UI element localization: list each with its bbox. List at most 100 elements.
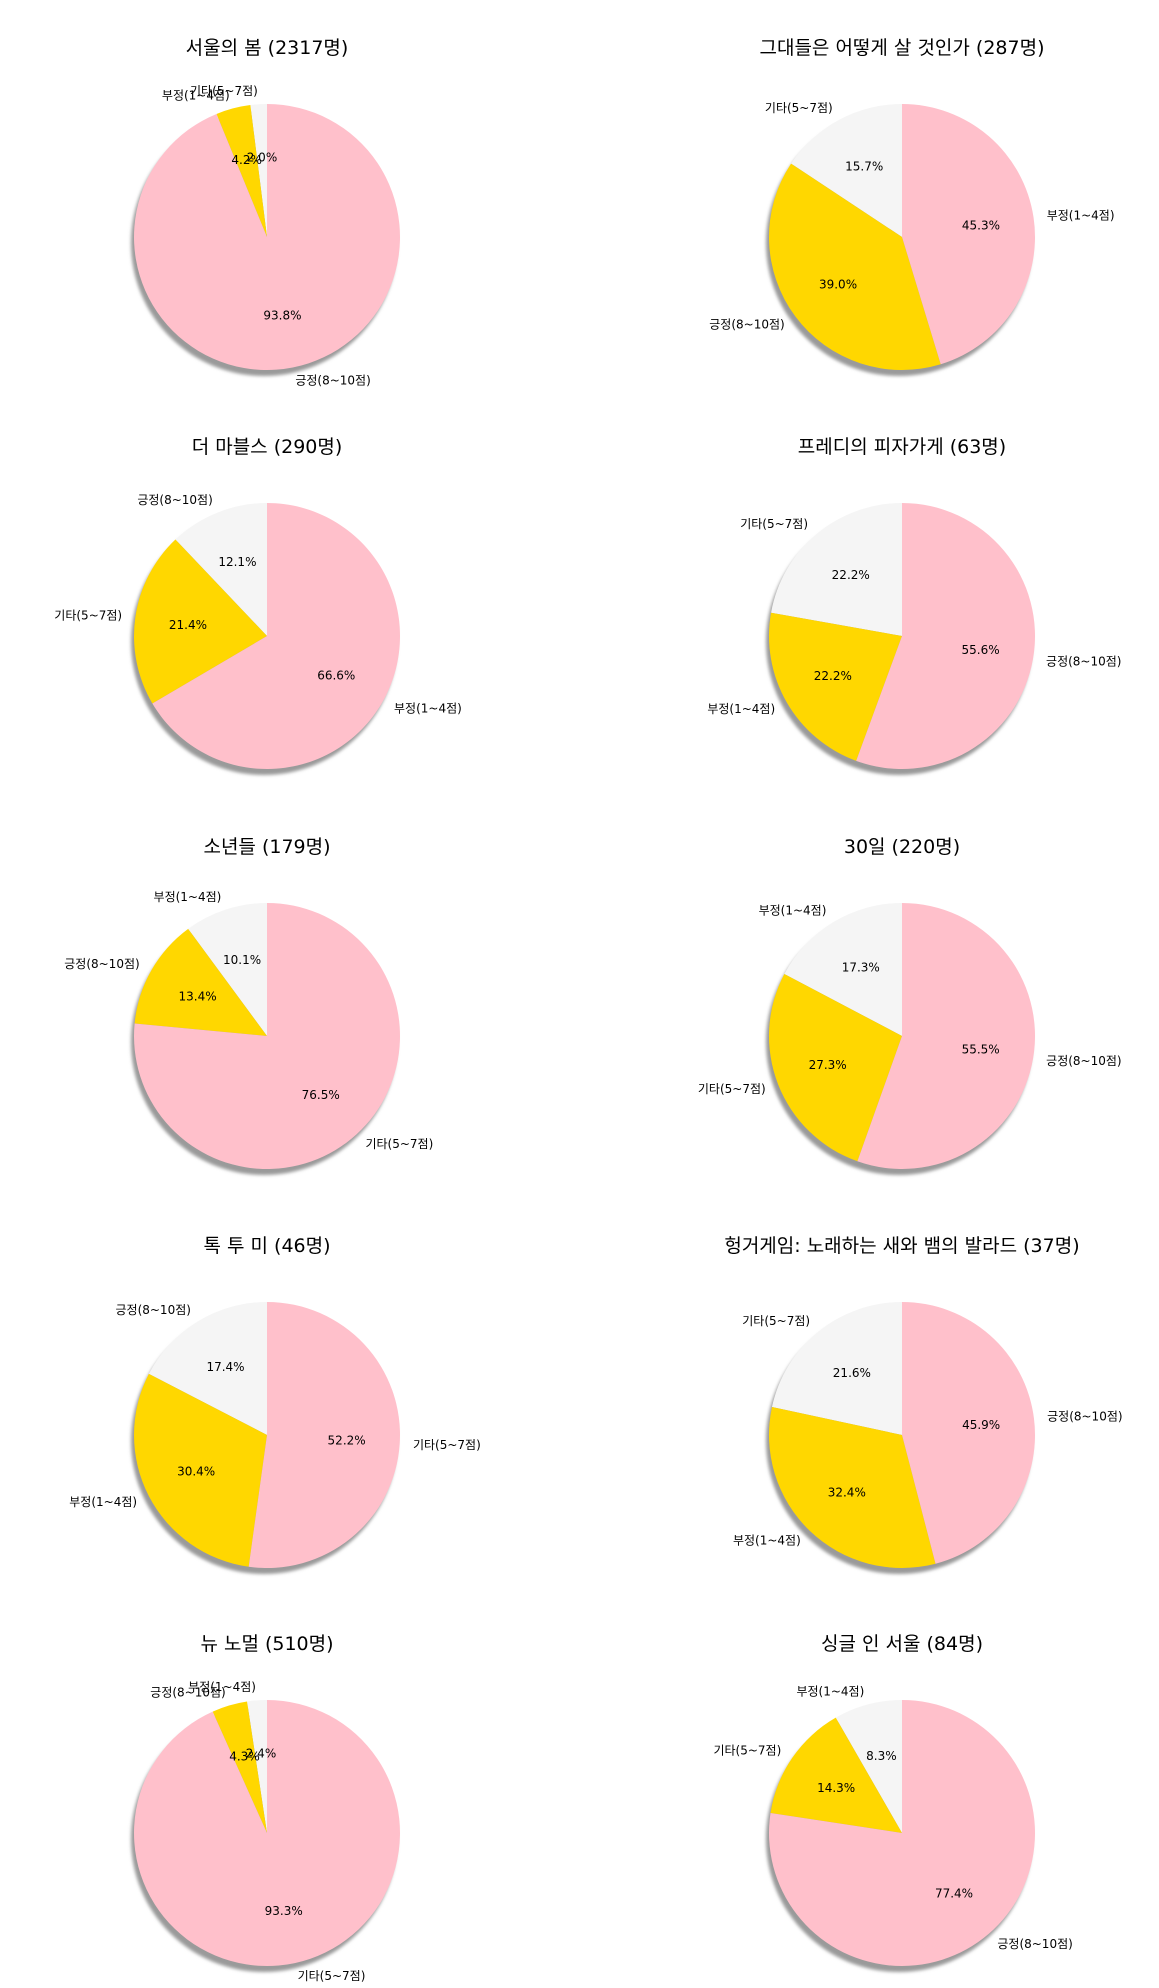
chart-title: 프레디의 피자가게 (63명): [798, 436, 1006, 458]
slice-percent-label: 77.4%: [935, 1887, 973, 1901]
slice-label: 긍정(8~10점): [150, 1686, 225, 1700]
chart-title: 소년들 (179명): [203, 836, 330, 858]
slice-label: 부정(1~4점): [154, 890, 222, 904]
pie-chart-2: 그대들은 어떻게 살 것인가 (287명) 기타(5~7점) 긍정(8~10점) 부정…: [709, 37, 1115, 376]
slice-label: 부정(1~4점): [69, 1495, 137, 1509]
chart-title: 뉴 노멀 (510명): [200, 1633, 333, 1655]
slice-label: 긍정(8~10점): [115, 1303, 190, 1317]
pie-slice: [769, 163, 941, 371]
pie-slice: [784, 903, 902, 1036]
pie-slice: [148, 1302, 267, 1435]
slice-percent-label: 4.2%: [231, 153, 262, 167]
slice-label: 긍정(8~10점): [137, 493, 212, 507]
slice-label: 부정(1~4점): [394, 702, 462, 716]
pie-slice: [134, 539, 267, 704]
slice-percent-label: 76.5%: [302, 1088, 340, 1102]
pie-slice: [134, 1373, 267, 1567]
slice-label: 기타(5~7점): [740, 517, 808, 531]
pie-slice: [247, 1700, 267, 1833]
slice-label: 기타(5~7점): [190, 84, 258, 98]
slice-label: 부정(1~4점): [759, 904, 827, 918]
pie-chart-7: 톡 투 미 (46명) 긍정(8~10점) 부정(1~4점) 기타(5~7점) 17.4…: [69, 1235, 481, 1574]
slice-percent-label: 22.2%: [832, 568, 870, 582]
pie-chart-8: 헝거게임: 노래하는 새와 뱀의 발라드 (37명) 기타(5~7점) 부정(1~4…: [724, 1235, 1123, 1574]
slice-percent-label: 17.3%: [842, 961, 880, 975]
pie-chart-10: 싱글 인 서울 (84명) 부정(1~4점) 기타(5~7점) 긍정(8~10점) 8.…: [713, 1633, 1073, 1972]
slice-percent-label: 45.9%: [962, 1418, 1000, 1432]
slice-percent-label: 27.3%: [809, 1058, 847, 1072]
pie-chart-9: 뉴 노멀 (510명) 부정(1~4점)긍정(8~10점) 기타(5~7점) 2.4%…: [131, 1633, 401, 1983]
slice-percent-label: 22.2%: [814, 669, 852, 683]
chart-title: 30일 (220명): [844, 836, 960, 858]
pie-slice: [188, 903, 267, 1036]
chart-title: 서울의 봄 (2317명): [186, 37, 349, 59]
slice-percent-label: 2.4%: [246, 1746, 277, 1760]
pie-slice: [134, 104, 401, 370]
slice-label: 긍정(8~10점): [709, 317, 784, 331]
pie-chart-4: 프레디의 피자가게 (63명) 기타(5~7점) 부정(1~4점) 긍정(8~10점)…: [707, 436, 1121, 775]
pie-slice: [770, 1717, 902, 1833]
slice-label: 부정(1~4점): [707, 702, 775, 716]
slice-percent-label: 55.5%: [962, 1043, 1000, 1057]
slice-label: 기타(5~7점): [413, 1438, 481, 1452]
slice-label: 부정(1~4점): [1047, 208, 1115, 222]
slice-percent-label: 39.0%: [819, 278, 857, 292]
slice-label: 기타(5~7점): [713, 1743, 781, 1757]
slice-label: 기타(5~7점): [742, 1314, 810, 1328]
chart-title: 더 마블스 (290명): [192, 436, 343, 458]
slice-percent-label: 93.8%: [263, 308, 301, 322]
pie-slice: [902, 104, 1035, 365]
pie-chart-1: 서울의 봄 (2317명) 기타(5~7점)부정(1~4점) 긍정(8~10점) 2.…: [131, 37, 401, 388]
pie-slice: [791, 104, 902, 237]
slice-percent-label: 21.6%: [833, 1366, 871, 1380]
slice-label: 기타(5~7점): [298, 1969, 366, 1983]
slice-percent-label: 15.7%: [845, 160, 883, 174]
slice-label: 긍정(8~10점): [997, 1937, 1072, 1951]
pie-slice: [856, 502, 1035, 769]
pie-slice: [134, 903, 400, 1169]
slice-percent-label: 4.3%: [229, 1749, 260, 1763]
pie-slice: [175, 503, 267, 636]
slice-percent-label: 52.2%: [328, 1434, 366, 1448]
chart-title: 톡 투 미 (46명): [203, 1235, 330, 1257]
slice-label: 부정(1~4점): [162, 89, 230, 103]
pie-slice: [769, 1700, 1035, 1966]
slice-label: 긍정(8~10점): [1046, 655, 1121, 669]
slice-percent-label: 10.1%: [223, 953, 261, 967]
slice-label: 긍정(8~10점): [1047, 1409, 1122, 1423]
pie-slice: [216, 105, 267, 238]
pie-slice: [857, 903, 1035, 1169]
slice-label: 긍정(8~10점): [295, 374, 370, 388]
slice-percent-label: 8.3%: [866, 1749, 897, 1763]
slice-label: 부정(1~4점): [188, 1680, 256, 1694]
slice-percent-label: 66.6%: [317, 669, 355, 683]
pie-slice: [134, 928, 267, 1036]
pie-slice: [769, 1406, 936, 1569]
pie-slice: [769, 974, 902, 1162]
pie-slice: [771, 1302, 902, 1435]
pie-slice: [212, 1701, 267, 1833]
slice-percent-label: 93.3%: [265, 1904, 303, 1918]
chart-title: 싱글 인 서울 (84명): [821, 1633, 983, 1655]
pie-chart-6: 30일 (220명) 부정(1~4점) 기타(5~7점) 긍정(8~10점) 17.3%…: [698, 836, 1122, 1175]
slice-label: 기타(5~7점): [365, 1137, 433, 1151]
chart-title: 그대들은 어떻게 살 것인가 (287명): [759, 37, 1044, 59]
pie-chart-5: 소년들 (179명) 부정(1~4점) 긍정(8~10점) 기타(5~7점) 10.1%…: [64, 836, 433, 1175]
slice-percent-label: 45.3%: [962, 218, 1000, 232]
slice-percent-label: 17.4%: [206, 1360, 244, 1374]
slice-percent-label: 13.4%: [178, 990, 216, 1004]
pie-slice: [835, 1700, 902, 1833]
slice-percent-label: 30.4%: [177, 1465, 215, 1479]
slice-percent-label: 32.4%: [828, 1486, 866, 1500]
pie-slice: [248, 1302, 401, 1568]
slice-label: 부정(1~4점): [796, 1685, 864, 1699]
slice-label: 기타(5~7점): [765, 101, 833, 115]
chart-title: 헝거게임: 노래하는 새와 뱀의 발라드 (37명): [724, 1235, 1079, 1257]
slice-label: 부정(1~4점): [733, 1534, 801, 1548]
pie-chart-3: 더 마블스 (290명) 긍정(8~10점) 기타(5~7점) 부정(1~4점) 12.…: [54, 436, 462, 775]
pie-slice: [902, 1302, 1036, 1564]
pie-slice: [771, 503, 902, 636]
slice-percent-label: 12.1%: [218, 555, 256, 569]
slice-label: 긍정(8~10점): [1046, 1054, 1121, 1068]
